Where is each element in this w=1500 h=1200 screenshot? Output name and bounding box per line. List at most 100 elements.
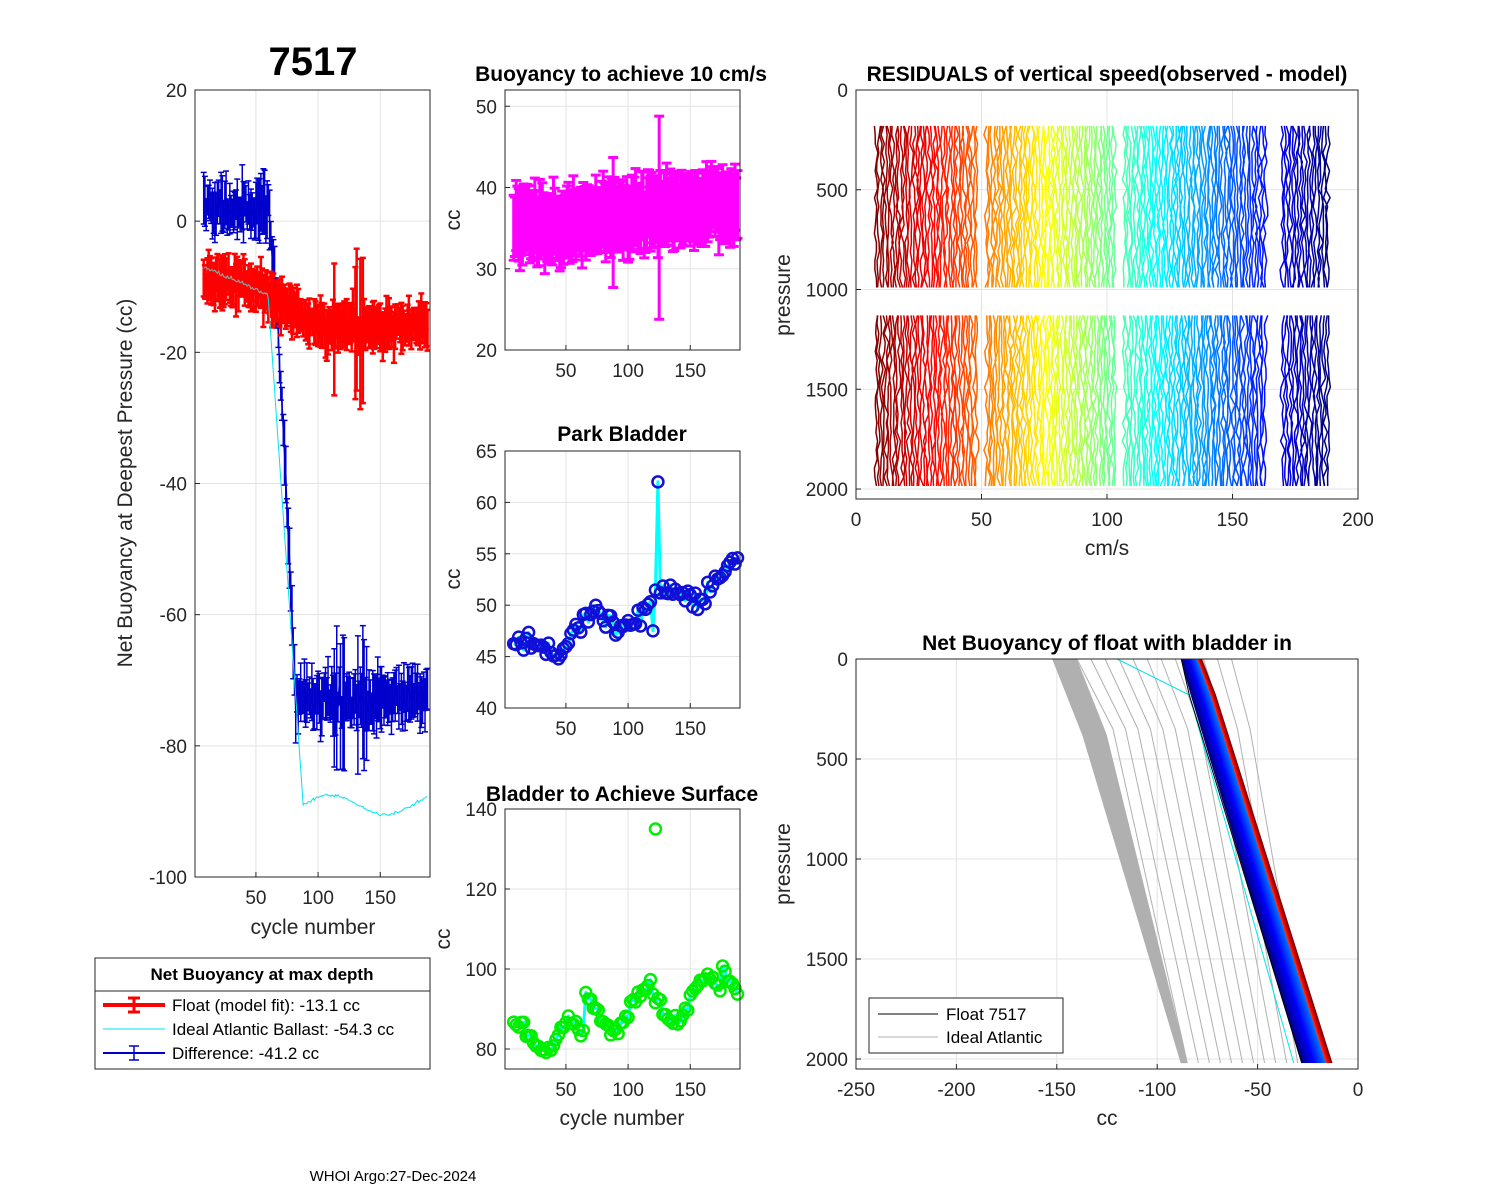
park-bladder-panel: Park Bladder 50 100 150 65 60 55 50 45 40 cc [442,423,745,740]
footer-text: WHOI Argo:27-Dec-2024 [310,1168,477,1185]
residuals-panel: RESIDUALS of vertical speed(observed - m… [772,63,1374,560]
residual-profile-line [1304,315,1310,487]
park-bladder-xtick-label: 50 [555,719,576,740]
residual-profile-line [1184,315,1190,487]
buoyancy-10cms-title: Buoyancy to achieve 10 cm/s [475,63,767,86]
residual-profile-line [1141,125,1147,288]
buoyancy-10cms-ylabel: cc [442,210,465,231]
residual-profile-line [1134,315,1141,487]
residual-profile-line [1252,125,1259,288]
residual-profile-line [1054,315,1060,487]
bladder-in-xtick-label: -250 [837,1080,875,1101]
residual-profile-line [971,125,977,288]
residual-profile-line [1094,125,1100,288]
residual-profile-line [1044,125,1051,288]
bladder-surface-xtick-label: 100 [612,1080,644,1101]
residual-profile-line [875,315,881,487]
residual-profile-line [1288,125,1294,288]
residual-profile-line [1041,315,1047,487]
residual-profile-line [1061,315,1068,487]
bladder-in-ytick-label: 2000 [806,1050,848,1071]
bladder-surface-xtick-label: 150 [674,1080,706,1101]
residual-profile-line [1302,125,1308,288]
residual-profile-line [1322,315,1329,487]
residual-profile-line [1131,125,1138,288]
float-id-title: 7517 [269,40,358,84]
residual-profile-line [923,125,929,288]
residual-profile-line [908,125,915,288]
park-bladder-ylabel: cc [442,569,465,590]
residual-profile-line [1033,315,1040,487]
residual-profile-line [1031,315,1038,487]
bladder-surface-marker [730,987,745,1001]
bladder-surface-marker [569,1014,583,1029]
residual-profile-line [1071,315,1078,487]
residual-profile-line [1282,125,1288,288]
residual-profile-line [1310,125,1316,288]
residual-profile-line [996,315,1002,487]
net-buoyancy-ytick-label: 0 [176,212,187,233]
residual-profile-line [900,125,907,288]
legend-title: Net Buoyancy at max depth [151,965,374,984]
residual-profile-line [1044,315,1050,487]
residual-profile-line [1217,125,1223,288]
residual-profile-line [1150,315,1155,487]
residual-profile-line [1071,125,1078,288]
residual-profile-line [916,125,922,288]
residual-profile-line [918,125,925,288]
bladder-surface-outlier-marker [648,822,663,836]
bladder-surface-marker [653,993,668,1007]
residual-profile-line [1227,125,1233,288]
residual-profile-line [1322,125,1329,288]
residual-profile-line [1162,125,1169,288]
residual-profile-line [1094,315,1100,487]
residual-profile-line [1168,315,1175,487]
residual-profile-line [1051,125,1057,288]
legend-difference-entry: Difference: -41.2 cc [103,1044,320,1063]
residual-profile-line [1232,125,1238,288]
residual-profile-line [1298,315,1303,487]
residual-profile-line [1008,125,1015,288]
ideal-profile-line [1118,658,1221,1064]
residual-profile-line [920,125,927,288]
residual-profile-line [1096,125,1103,288]
residual-profile-line [1051,315,1058,487]
bladder-surface-ytick-label: 140 [465,800,497,821]
bladder-surface-marker [576,1023,591,1038]
park-bladder-ytick-label: 50 [476,596,497,617]
residual-profile-line [1111,125,1118,288]
buoyancy-10cms-axes [504,89,741,351]
residual-profile-line [1082,125,1088,288]
residual-profile-line [880,125,886,288]
residual-profile-line [1141,315,1149,487]
residual-profile-line [943,315,949,487]
residual-profile-line [1002,125,1008,288]
bladder-in-legend: Float 7517 Ideal Atlantic [868,997,1064,1054]
residual-profile-line [1055,125,1062,288]
residuals-xtick-label: 0 [851,510,862,531]
residual-profile-line [1222,315,1228,487]
residual-profile-line [964,125,970,288]
float-profile-line [1200,658,1333,1064]
bladder-in-xtick-label: 0 [1353,1080,1364,1101]
legend-float-label: Float (model fit): -13.1 cc [172,996,361,1015]
residual-profile-line [1033,125,1039,288]
park-bladder-marker [698,597,712,611]
residual-profile-line [935,125,942,288]
net-buoyancy-xtick-label: 100 [302,888,334,909]
residual-profile-line [961,315,967,487]
residual-profile-line [1096,315,1103,487]
residuals-ylabel: pressure [772,254,795,336]
residual-profile-line [1262,315,1269,487]
residual-profile-line [1111,315,1118,487]
residual-profile-line [926,315,932,487]
residual-profile-line [1124,125,1131,288]
residual-profile-line [925,125,932,288]
residual-profile-line [1317,125,1324,288]
net-buoyancy-ytick-label: -20 [160,343,187,364]
residual-profile-line [873,315,879,487]
park-bladder-marker [651,475,665,489]
residuals-ytick-label: 1500 [806,380,848,401]
float-series-line [202,269,429,340]
